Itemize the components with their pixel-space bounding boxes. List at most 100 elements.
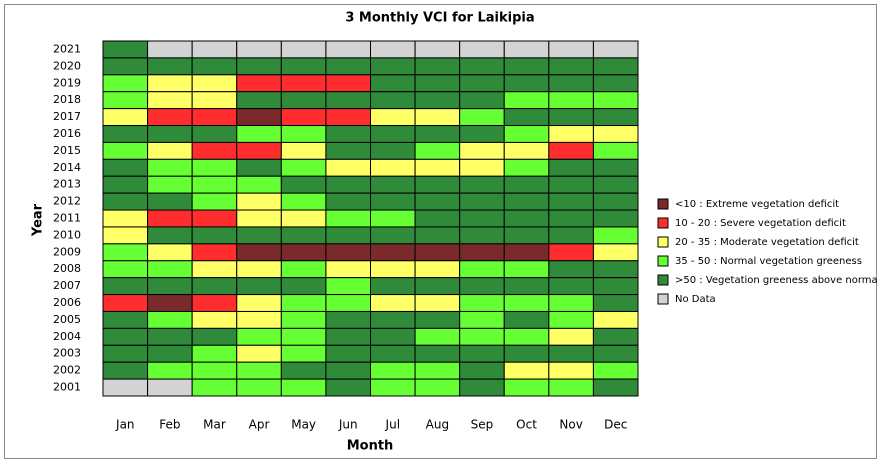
cell (370, 125, 416, 143)
cell (370, 310, 416, 329)
cell (592, 40, 639, 59)
x-tick-label: Oct (516, 418, 537, 432)
cell (280, 327, 327, 346)
cell (548, 74, 594, 93)
cell (459, 209, 505, 228)
cell (503, 125, 550, 143)
cell (459, 378, 505, 397)
y-axis-label: Year (31, 203, 46, 237)
cell (191, 74, 238, 93)
cell (325, 310, 371, 329)
x-axis-label: Month (347, 439, 394, 454)
y-tick-label: 2015 (53, 144, 81, 157)
cell (370, 175, 416, 194)
cell (548, 310, 594, 329)
cell (191, 91, 238, 110)
cell (503, 40, 550, 59)
cell (370, 277, 416, 296)
y-tick-label: 2009 (53, 245, 81, 258)
cell (191, 378, 238, 397)
cell (592, 192, 639, 211)
cell (414, 344, 461, 363)
cell (414, 91, 461, 110)
cell (325, 226, 371, 245)
y-tick-label: 2019 (53, 76, 81, 89)
cell (592, 57, 639, 76)
cell (459, 277, 505, 296)
cell (280, 91, 327, 110)
cell (548, 327, 594, 346)
legend-label: <10 : Extreme vegetation deficit (675, 199, 839, 210)
cell (592, 378, 639, 397)
cell (102, 108, 149, 127)
cell (102, 327, 149, 346)
cell (325, 260, 371, 279)
cell (236, 74, 282, 93)
cell (280, 141, 327, 160)
cell (592, 141, 639, 160)
cell (325, 378, 371, 397)
cell (548, 108, 594, 127)
legend-swatch (657, 274, 669, 286)
legend-swatch (657, 236, 669, 248)
cell (548, 260, 594, 279)
cell (325, 192, 371, 211)
cell (325, 125, 371, 143)
cell (102, 243, 149, 262)
cell (191, 209, 238, 228)
cell (236, 277, 282, 296)
cell (147, 294, 193, 312)
cell (370, 209, 416, 228)
cell (236, 175, 282, 194)
cell (191, 277, 238, 296)
cell (102, 260, 149, 279)
x-tick-label: Feb (159, 418, 180, 432)
cell (236, 192, 282, 211)
cell (459, 243, 505, 262)
cell (280, 125, 327, 143)
cell (280, 192, 327, 211)
cell (102, 175, 149, 194)
legend-label: 10 - 20 : Severe vegetation deficit (675, 218, 846, 229)
x-tick-label: Jun (338, 418, 358, 432)
legend-swatch (657, 217, 669, 229)
cell (370, 226, 416, 245)
cell (102, 209, 149, 228)
y-tick-label: 2004 (53, 330, 81, 343)
cell (236, 40, 282, 59)
cell (370, 260, 416, 279)
y-tick-label: 2021 (53, 42, 81, 55)
cell (370, 108, 416, 127)
y-tick-label: 2011 (53, 212, 81, 225)
y-tick-label: 2003 (53, 347, 81, 360)
y-tick-label: 2012 (53, 195, 81, 208)
cell (325, 344, 371, 363)
y-tick-label: 2001 (53, 381, 81, 394)
y-tick-label: 2008 (53, 262, 81, 275)
cell (280, 158, 327, 177)
cell (414, 243, 461, 262)
cell (280, 294, 327, 312)
cell (370, 294, 416, 312)
cell (370, 74, 416, 93)
cell (280, 310, 327, 329)
y-tick-label: 2005 (53, 313, 81, 326)
cell (414, 260, 461, 279)
cell (325, 294, 371, 312)
cell (102, 277, 149, 296)
cell (191, 327, 238, 346)
cell (147, 141, 193, 160)
cell (503, 378, 550, 397)
cell (236, 108, 282, 127)
cell (102, 91, 149, 110)
cell (236, 327, 282, 346)
cell (592, 344, 639, 363)
cell (102, 192, 149, 211)
cell (503, 57, 550, 76)
cell (325, 57, 371, 76)
cell (325, 91, 371, 110)
cell (548, 344, 594, 363)
cell (503, 209, 550, 228)
cell (503, 91, 550, 110)
cell (325, 327, 371, 346)
